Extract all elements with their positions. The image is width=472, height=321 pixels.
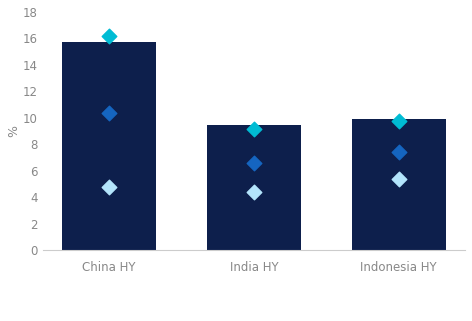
Point [250,160,258,166]
Point [250,126,258,131]
Point [105,110,113,115]
Point [105,184,113,189]
Bar [352,119,446,250]
Bar [62,42,156,250]
Point [250,189,258,195]
Y-axis label: %: % [7,125,20,137]
Point [395,118,403,123]
Point [395,176,403,181]
Point [105,33,113,38]
Bar [207,125,301,250]
Point [395,150,403,155]
